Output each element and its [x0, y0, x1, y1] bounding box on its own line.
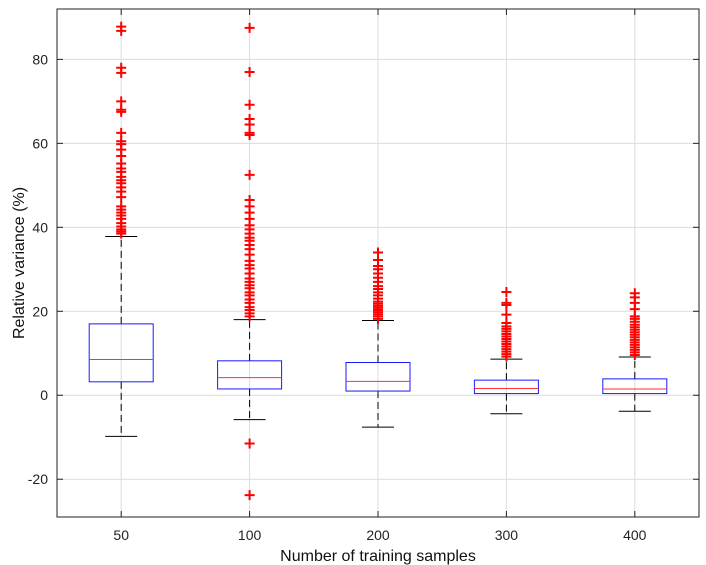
y-tick-label: -20 — [28, 471, 48, 487]
x-tick-label: 200 — [366, 527, 390, 543]
outlier-point — [244, 169, 255, 180]
box-group-200 — [345, 247, 411, 428]
outlier-point — [244, 99, 255, 110]
iqr-box — [473, 379, 539, 395]
box-group-50 — [88, 21, 154, 437]
plot-area — [88, 21, 668, 501]
outlier-point — [244, 113, 255, 124]
y-tick-label: 20 — [32, 303, 48, 319]
outlier-point — [116, 62, 127, 73]
x-tick-label: 400 — [623, 527, 647, 543]
outlier-point — [244, 127, 255, 138]
outlier-point — [244, 195, 255, 206]
outlier-point — [501, 286, 512, 297]
y-tick-label: 0 — [40, 387, 48, 403]
outlier-point — [244, 438, 255, 449]
outlier-point — [116, 96, 127, 107]
outlier-point — [244, 66, 255, 77]
outlier-point — [373, 247, 383, 258]
iqr-box — [602, 378, 668, 395]
outlier-point — [116, 201, 127, 212]
box-group-300 — [473, 286, 539, 415]
outlier-point — [244, 490, 255, 501]
box-group-400 — [602, 288, 668, 412]
iqr-box — [217, 360, 283, 390]
outlier-point — [629, 288, 640, 299]
y-tick-label: 40 — [32, 219, 48, 235]
outlier-point — [244, 22, 255, 33]
outlier-point — [501, 318, 512, 329]
y-tick-label: 60 — [32, 135, 48, 151]
outlier-point — [501, 297, 512, 308]
iqr-box — [345, 362, 411, 392]
iqr-box — [88, 323, 154, 383]
box-group-100 — [217, 22, 283, 501]
x-tick-label: 100 — [238, 527, 262, 543]
outlier-point — [116, 136, 127, 147]
outlier-point — [116, 127, 127, 138]
outlier-point — [116, 21, 127, 32]
x-axis-title: Number of training samples — [280, 548, 476, 565]
outlier-point — [116, 104, 127, 115]
x-tick-label: 300 — [495, 527, 519, 543]
outlier-point — [501, 309, 512, 320]
x-tick-label: 50 — [113, 527, 129, 543]
axis-ticks: -20 0 20 40 60 80 50 100 200 300 400 — [28, 9, 699, 543]
y-tick-label: 80 — [32, 51, 48, 67]
y-axis-title: Relative variance (%) — [11, 187, 28, 339]
